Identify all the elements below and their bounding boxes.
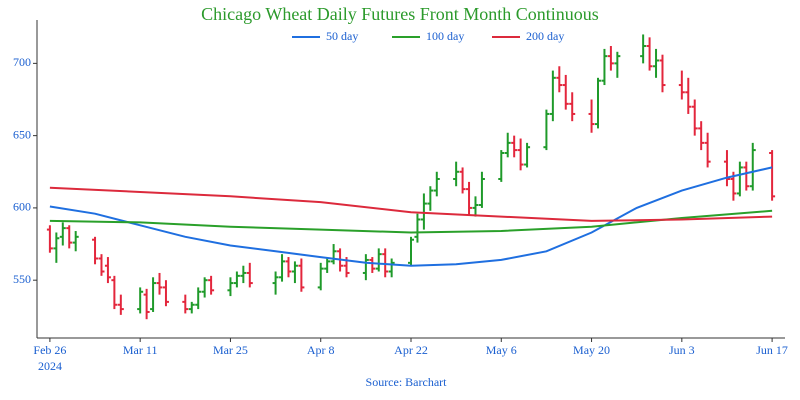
x-tick-label: Jun 17 — [756, 343, 788, 357]
x-tick-label: May 6 — [486, 343, 517, 357]
legend-label: 200 day — [526, 29, 564, 43]
x-tick-label: Feb 26 — [33, 343, 66, 357]
x-tick-label: Mar 11 — [123, 343, 158, 357]
source-note: Source: Barchart — [366, 375, 448, 389]
y-tick-label: 650 — [13, 127, 31, 141]
x-tick-label: Apr 22 — [394, 343, 428, 357]
y-tick-label: 700 — [13, 55, 31, 69]
moving-average-line — [49, 186, 773, 222]
x-year-label: 2024 — [38, 359, 62, 373]
x-tick-label: May 20 — [573, 343, 610, 357]
x-tick-label: Apr 8 — [307, 343, 335, 357]
x-tick-label: Jun 3 — [669, 343, 695, 357]
x-tick-label: Mar 25 — [213, 343, 248, 357]
legend-label: 50 day — [326, 29, 358, 43]
chart-title: Chicago Wheat Daily Futures Front Month … — [201, 4, 599, 24]
legend-label: 100 day — [426, 29, 464, 43]
moving-average-line — [49, 166, 773, 267]
y-tick-label: 550 — [13, 272, 31, 286]
y-tick-label: 600 — [13, 200, 31, 214]
